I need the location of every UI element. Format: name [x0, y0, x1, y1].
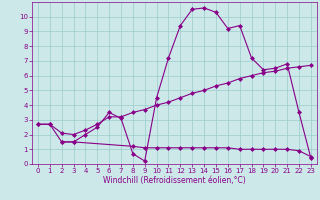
X-axis label: Windchill (Refroidissement éolien,°C): Windchill (Refroidissement éolien,°C)	[103, 176, 246, 185]
